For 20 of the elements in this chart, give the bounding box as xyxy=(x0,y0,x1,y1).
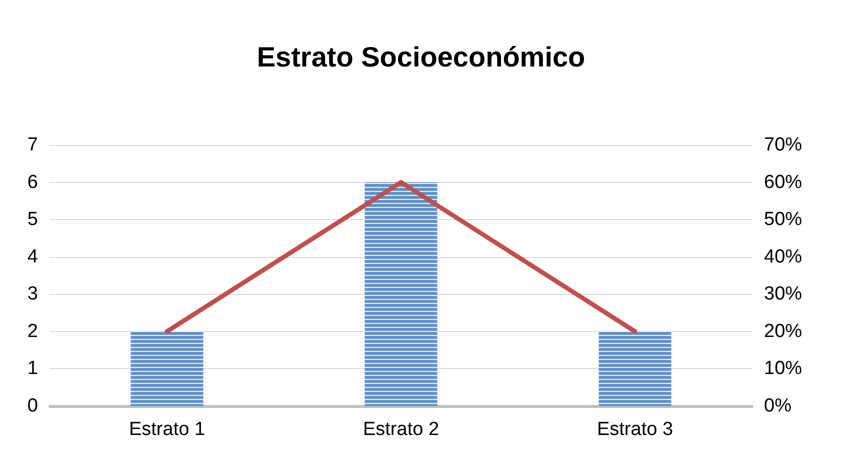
y2-tick-label: 10% xyxy=(764,358,802,380)
y2-tick-label: 60% xyxy=(764,172,802,193)
x-tick-label: Estrato 2 xyxy=(362,419,440,440)
y-tick-label: 6 xyxy=(27,172,38,193)
y2-tick-label: 40% xyxy=(764,246,802,268)
y-tick-label: 3 xyxy=(27,284,38,305)
y-tick-label: 2 xyxy=(27,320,38,342)
y2-tick-label: 20% xyxy=(764,320,802,342)
x-tick-label: Estrato 1 xyxy=(128,419,206,440)
y2-tick-label: 70% xyxy=(764,134,802,156)
y-tick-label: 4 xyxy=(27,246,38,268)
y2-tick-label: 0% xyxy=(764,396,792,416)
chart-title: Estrato Socioeconómico xyxy=(256,42,586,72)
y-tick-label: 5 xyxy=(27,209,38,230)
x-tick-label: Estrato 3 xyxy=(596,419,674,440)
y-tick-label: 0 xyxy=(27,396,38,416)
y2-tick-label: 50% xyxy=(764,209,802,230)
y2-tick-label: 30% xyxy=(764,284,802,305)
y-tick-label: 7 xyxy=(27,134,38,156)
y-tick-label: 1 xyxy=(27,358,38,380)
